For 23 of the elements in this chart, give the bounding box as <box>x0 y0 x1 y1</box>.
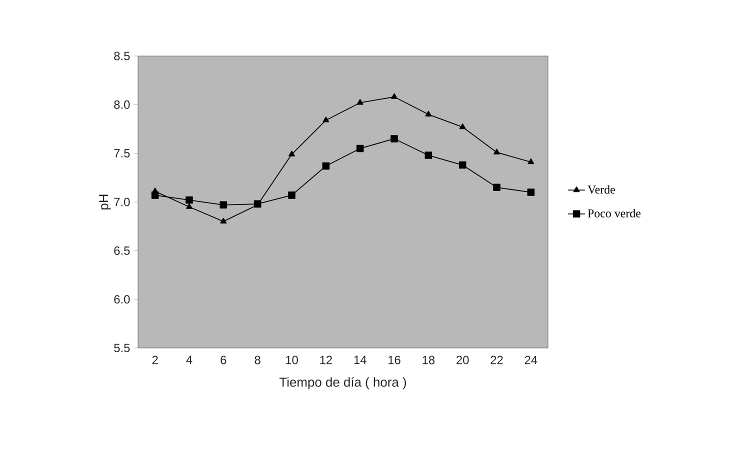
x-tick-label: 2 <box>152 356 158 364</box>
x-tick-label: 16 <box>388 356 400 364</box>
y-tick-label: 8.0 <box>114 100 130 109</box>
y-tick-label: 6.0 <box>114 295 130 304</box>
x-tick-label: 10 <box>286 356 298 364</box>
y-tick-label: 7.0 <box>114 198 130 206</box>
y-tick-label: 7.5 <box>114 149 130 158</box>
x-tick-label: 20 <box>456 356 469 364</box>
x-tick-label: 24 <box>524 356 538 364</box>
x-tick-label: 22 <box>490 356 503 364</box>
x-axis-title: Tiempo de día ( hora ) <box>279 377 406 390</box>
x-tick-label: 18 <box>422 356 435 364</box>
x-tick-label: 4 <box>186 356 192 364</box>
y-tick-label: 6.5 <box>114 246 130 255</box>
x-tick-label: 12 <box>320 356 332 364</box>
x-tick-label: 8 <box>254 356 260 364</box>
legend-label: Poco verde <box>588 208 641 218</box>
legend-label: Verde <box>588 185 615 194</box>
x-tick-label: 6 <box>220 356 226 364</box>
y-axis-title: pH <box>99 194 111 210</box>
y-tick-label: 8.5 <box>114 52 130 60</box>
y-tick-label: 5.5 <box>114 344 130 352</box>
x-tick-label: 14 <box>354 356 366 364</box>
